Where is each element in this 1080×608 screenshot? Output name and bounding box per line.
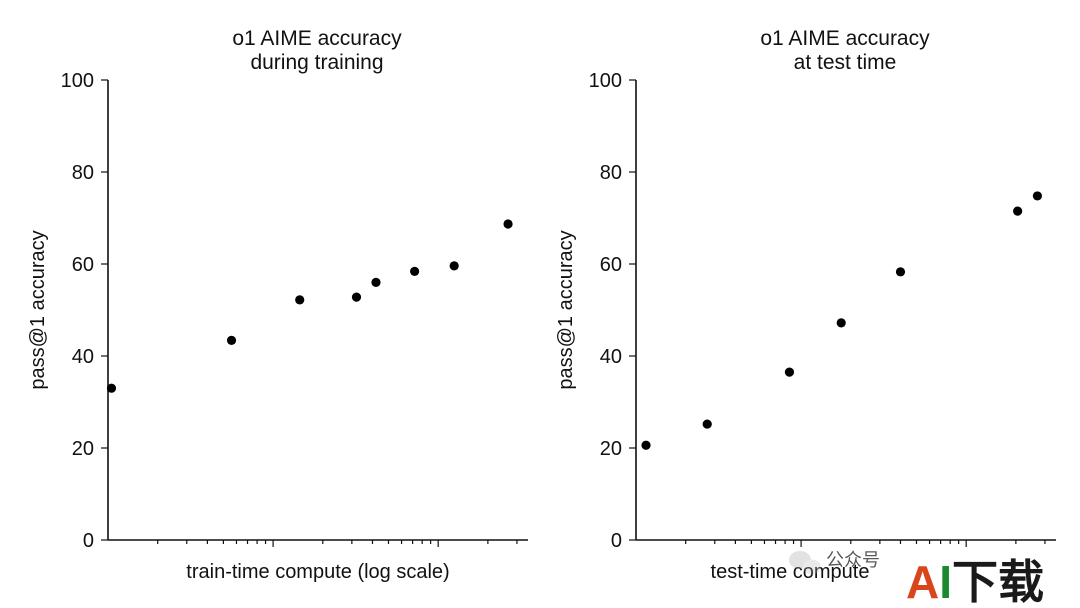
data-point	[503, 219, 513, 229]
chart-title-line-1: o1 AIME accuracy	[760, 27, 930, 50]
x-ticks	[685, 540, 1046, 547]
data-point	[1013, 206, 1023, 216]
y-tick-label: 40	[600, 346, 622, 368]
data-point	[836, 318, 846, 328]
data-point	[106, 383, 117, 393]
y-axis-label: pass@1 accuracy	[555, 230, 577, 389]
y-tick-label: 20	[600, 438, 622, 460]
data-point	[351, 292, 362, 302]
data-point	[449, 261, 459, 271]
chart-test-time: o1 AIME accuracy at test time 0 20 40 60 80 1…	[555, 27, 1056, 583]
watermark-faint-text: 公众号	[826, 550, 880, 570]
y-tick-label: 100	[61, 70, 94, 92]
y-tick-label: 60	[600, 254, 622, 276]
y-tick-label: 100	[589, 70, 622, 92]
data-point	[226, 335, 237, 345]
chart-training: o1 AIME accuracy during training 0 20 40 60…	[27, 27, 528, 583]
chart-title-line-1: o1 AIME accuracy	[232, 27, 402, 50]
data-point	[784, 367, 795, 377]
chart-title-line-2: at test time	[794, 51, 897, 74]
data-points	[641, 191, 1042, 450]
y-tick-label: 0	[611, 530, 622, 552]
data-point	[410, 266, 420, 276]
data-point	[895, 267, 906, 277]
y-tick-label: 0	[83, 530, 94, 552]
wechat-icon	[789, 551, 821, 575]
y-tick-label: 20	[72, 438, 94, 460]
data-points	[106, 219, 513, 393]
y-axis-label: pass@1 accuracy	[27, 230, 49, 389]
x-ticks	[157, 540, 518, 547]
data-point	[371, 277, 381, 287]
x-axis-label: test-time compute	[711, 561, 870, 583]
data-point	[295, 295, 305, 305]
data-point	[1032, 191, 1042, 201]
y-ticks: 0 20 40 60 80 100	[589, 70, 636, 552]
y-tick-label: 80	[72, 162, 94, 184]
chart-title-line-2: during training	[250, 51, 383, 74]
data-point	[641, 440, 651, 450]
watermark: 公众号 AI下载	[789, 550, 1044, 608]
data-point	[702, 419, 712, 429]
watermark-logo-text: AI下载	[906, 556, 1044, 608]
y-tick-label: 80	[600, 162, 622, 184]
y-ticks: 0 20 40 60 80 100	[61, 70, 108, 552]
y-tick-label: 40	[72, 346, 94, 368]
x-axis-label: train-time compute (log scale)	[186, 561, 449, 583]
y-tick-label: 60	[72, 254, 94, 276]
